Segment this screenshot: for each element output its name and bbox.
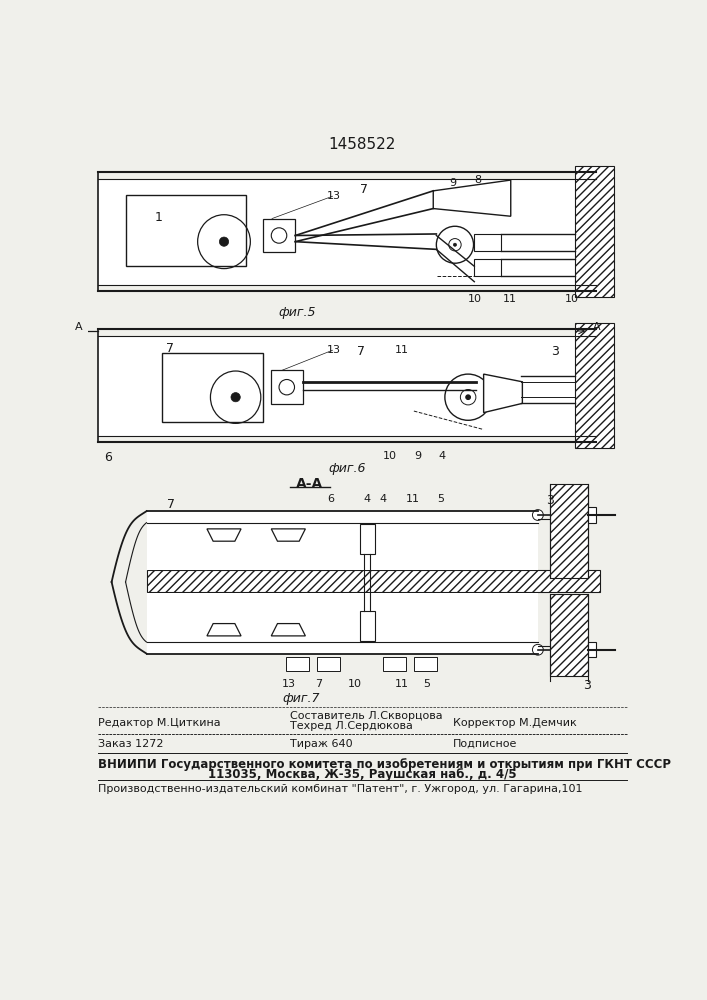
Bar bbox=[146, 523, 538, 570]
Polygon shape bbox=[146, 570, 600, 592]
Bar bbox=[414, 657, 437, 671]
Text: 4: 4 bbox=[438, 451, 446, 461]
Text: 11: 11 bbox=[395, 679, 409, 689]
Text: фиг.7: фиг.7 bbox=[282, 692, 320, 705]
Text: 10: 10 bbox=[383, 451, 397, 461]
Bar bbox=[588, 507, 596, 523]
Bar bbox=[146, 593, 538, 641]
Circle shape bbox=[445, 374, 491, 420]
Text: 10: 10 bbox=[565, 294, 579, 304]
Text: Подписное: Подписное bbox=[452, 739, 517, 749]
Circle shape bbox=[271, 228, 287, 243]
Polygon shape bbox=[271, 624, 305, 636]
Bar bbox=[146, 523, 538, 642]
Text: 6: 6 bbox=[104, 451, 112, 464]
Text: Редактор М.Циткина: Редактор М.Циткина bbox=[98, 718, 221, 728]
Text: 4: 4 bbox=[380, 494, 387, 504]
Text: 6: 6 bbox=[327, 494, 334, 504]
Circle shape bbox=[453, 243, 457, 246]
Circle shape bbox=[279, 379, 295, 395]
Bar bbox=[126, 195, 246, 266]
Text: 1458522: 1458522 bbox=[328, 137, 396, 152]
Circle shape bbox=[460, 389, 476, 405]
Text: фиг.6: фиг.6 bbox=[329, 462, 366, 475]
Text: Корректор М.Демчик: Корректор М.Демчик bbox=[452, 718, 576, 728]
Text: 1: 1 bbox=[154, 211, 162, 224]
Text: Производственно-издательский комбинат "Патент", г. Ужгород, ул. Гагарина,101: Производственно-издательский комбинат "П… bbox=[98, 784, 582, 794]
Text: 13: 13 bbox=[327, 345, 341, 355]
Text: 4: 4 bbox=[363, 494, 370, 504]
Circle shape bbox=[219, 237, 228, 246]
Bar bbox=[317, 657, 340, 671]
Text: Техред Л.Сердюкова: Техред Л.Сердюкова bbox=[290, 721, 413, 731]
Polygon shape bbox=[433, 180, 510, 216]
Text: А-А: А-А bbox=[296, 477, 323, 491]
Bar bbox=[588, 642, 596, 657]
Circle shape bbox=[231, 393, 240, 402]
Polygon shape bbox=[549, 594, 588, 676]
Text: 10: 10 bbox=[468, 294, 482, 304]
Text: 8: 8 bbox=[474, 175, 481, 185]
Text: 13: 13 bbox=[327, 191, 341, 201]
Polygon shape bbox=[207, 624, 241, 636]
Text: A: A bbox=[593, 322, 600, 332]
Bar bbox=[98, 179, 596, 285]
Text: 11: 11 bbox=[395, 345, 409, 355]
Polygon shape bbox=[271, 529, 305, 541]
Circle shape bbox=[466, 395, 470, 400]
Text: 9: 9 bbox=[449, 178, 456, 188]
Polygon shape bbox=[575, 166, 614, 297]
Bar bbox=[162, 353, 263, 422]
Bar bbox=[383, 657, 406, 671]
Text: 7: 7 bbox=[360, 183, 368, 196]
Text: A: A bbox=[75, 322, 83, 332]
Text: 10: 10 bbox=[348, 679, 362, 689]
Text: 11: 11 bbox=[406, 494, 420, 504]
Text: 3: 3 bbox=[583, 679, 591, 692]
Text: 7: 7 bbox=[357, 345, 366, 358]
Bar bbox=[263, 219, 296, 252]
Text: 5: 5 bbox=[423, 679, 430, 689]
Text: 7: 7 bbox=[315, 679, 322, 689]
Text: Заказ 1272: Заказ 1272 bbox=[98, 739, 163, 749]
Text: 5: 5 bbox=[437, 494, 444, 504]
Text: фиг.5: фиг.5 bbox=[279, 306, 316, 319]
Bar bbox=[98, 336, 596, 436]
Circle shape bbox=[532, 510, 543, 520]
Bar bbox=[360, 524, 375, 554]
Bar bbox=[286, 657, 309, 671]
Text: 11: 11 bbox=[503, 294, 517, 304]
Bar bbox=[474, 259, 501, 276]
Polygon shape bbox=[207, 529, 241, 541]
Text: ВНИИПИ Государственного комитета по изобретениям и открытиям при ГКНТ СССР: ВНИИПИ Государственного комитета по изоб… bbox=[98, 758, 671, 771]
Circle shape bbox=[532, 644, 543, 655]
Text: 13: 13 bbox=[282, 679, 296, 689]
Bar bbox=[271, 370, 303, 404]
Text: Составитель Л.Скворцова: Составитель Л.Скворцова bbox=[290, 711, 443, 721]
Bar bbox=[360, 611, 375, 641]
Polygon shape bbox=[575, 323, 614, 448]
Text: 3: 3 bbox=[551, 345, 559, 358]
Text: 113035, Москва, Ж-35, Раушская наб., д. 4/5: 113035, Москва, Ж-35, Раушская наб., д. … bbox=[208, 768, 516, 781]
Polygon shape bbox=[484, 374, 522, 413]
Text: 9: 9 bbox=[414, 451, 421, 461]
Text: 7: 7 bbox=[166, 342, 174, 355]
Circle shape bbox=[436, 226, 474, 263]
Text: Тираж 640: Тираж 640 bbox=[290, 739, 353, 749]
Polygon shape bbox=[549, 484, 588, 578]
Text: 3: 3 bbox=[546, 494, 554, 507]
Text: 7: 7 bbox=[168, 498, 175, 511]
Bar bbox=[474, 234, 501, 251]
Circle shape bbox=[449, 239, 461, 251]
